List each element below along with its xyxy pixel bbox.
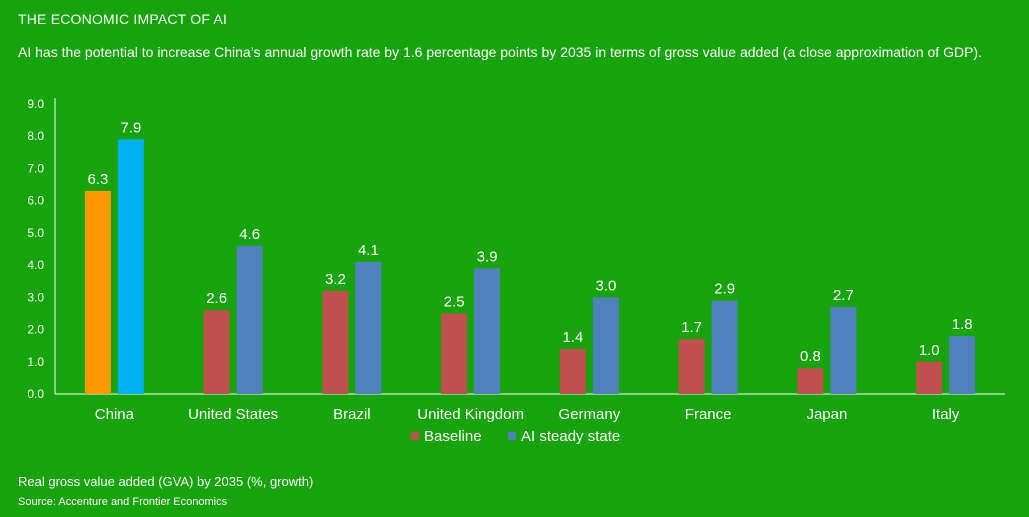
bar-baseline: [559, 348, 586, 394]
y-tick-label: 7.0: [27, 161, 44, 175]
bar-ai-steady-state: [592, 297, 619, 394]
data-label-baseline: 2.6: [206, 290, 227, 307]
y-tick-label: 2.0: [27, 323, 44, 337]
x-tick-label: Italy: [932, 406, 960, 423]
data-label-baseline: 6.3: [87, 171, 108, 188]
bar-baseline: [441, 313, 468, 394]
x-tick-label: France: [685, 406, 732, 423]
bar-baseline: [678, 339, 705, 394]
bar-chart: 0.0 1.0 2.0 3.0 4.0 5.0 6.0 7.0 8.0 9.0 6.3 7.9 Chin…: [27, 97, 1005, 445]
footer-note: Real gross value added (GVA) by 2035 (%,…: [18, 474, 314, 489]
bar-baseline: [916, 361, 943, 394]
x-tick-label: United States: [188, 406, 278, 423]
bar-baseline: [797, 368, 824, 394]
legend-ai-steady-state-label: AI steady state: [521, 428, 620, 445]
data-label-baseline: 1.0: [919, 342, 940, 359]
x-tick-label: Brazil: [333, 406, 371, 423]
x-tick-label: United Kingdom: [417, 406, 524, 423]
y-tick-label: 6.0: [27, 194, 44, 208]
bar-ai-steady-state: [236, 245, 263, 394]
y-tick-label: 9.0: [27, 97, 44, 111]
data-label-ai-steady-state: 3.0: [595, 277, 616, 294]
bar-baseline: [84, 191, 111, 394]
footer-source: Source: Accenture and Frontier Economics: [18, 496, 228, 508]
data-label-ai-steady-state: 3.9: [477, 248, 498, 265]
bar-baseline: [203, 310, 230, 394]
data-label-baseline: 1.4: [562, 329, 583, 346]
bar-ai-steady-state: [474, 268, 501, 394]
bar-ai-steady-state: [949, 336, 976, 394]
y-tick-label: 4.0: [27, 258, 44, 272]
x-tick-label: Germany: [559, 406, 621, 423]
data-label-ai-steady-state: 2.7: [833, 287, 854, 304]
chart-header-title: THE ECONOMIC IMPACT OF AI: [18, 11, 228, 27]
y-tick-label: 1.0: [27, 355, 44, 369]
chart-subtitle: AI has the potential to increase China’s…: [18, 44, 982, 60]
bar-ai-steady-state: [117, 139, 144, 394]
data-label-ai-steady-state: 2.9: [714, 281, 735, 298]
x-tick-label: Japan: [806, 406, 847, 423]
bar-ai-steady-state: [355, 261, 382, 394]
legend-baseline-label: Baseline: [424, 428, 482, 445]
bar-ai-steady-state: [711, 300, 738, 394]
data-label-ai-steady-state: 4.6: [239, 226, 260, 243]
data-label-baseline: 2.5: [444, 293, 465, 310]
y-tick-label: 5.0: [27, 226, 44, 240]
x-tick-label: China: [95, 406, 135, 423]
data-label-ai-steady-state: 1.8: [952, 316, 973, 333]
data-label-ai-steady-state: 4.1: [358, 242, 379, 259]
legend-ai-steady-state-swatch: [508, 432, 516, 440]
y-tick-label: 3.0: [27, 290, 44, 304]
bar-ai-steady-state: [830, 307, 857, 394]
data-label-baseline: 1.7: [681, 319, 702, 336]
data-label-baseline: 3.2: [325, 271, 346, 288]
bar-baseline: [322, 290, 349, 394]
data-label-baseline: 0.8: [800, 348, 821, 365]
y-tick-label: 8.0: [27, 129, 44, 143]
data-label-ai-steady-state: 7.9: [120, 119, 141, 136]
legend-baseline-swatch: [411, 432, 419, 440]
y-tick-label: 0.0: [27, 387, 44, 401]
